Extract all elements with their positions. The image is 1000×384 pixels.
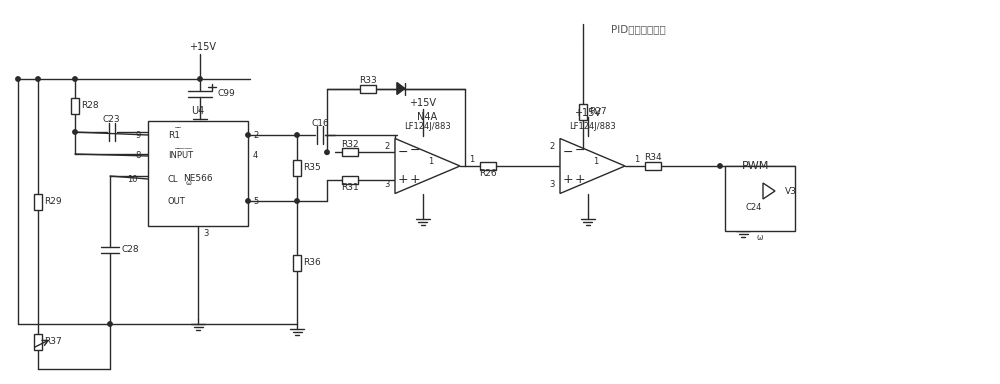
Text: C28: C28 — [122, 245, 140, 255]
Bar — [34, 194, 42, 210]
Text: C24: C24 — [745, 204, 761, 212]
Text: +15V: +15V — [574, 108, 601, 118]
Text: ‾‾‾‾‾: ‾‾‾‾‾ — [174, 149, 192, 155]
Circle shape — [36, 77, 40, 81]
Circle shape — [198, 77, 202, 81]
Circle shape — [16, 77, 20, 81]
Circle shape — [295, 133, 299, 137]
Text: ω: ω — [757, 233, 763, 243]
Text: ω: ω — [185, 180, 191, 186]
Bar — [342, 148, 358, 156]
Circle shape — [718, 164, 722, 168]
Text: R37: R37 — [44, 337, 62, 346]
Text: OUT: OUT — [168, 197, 186, 205]
Text: ‾‾: ‾‾ — [174, 128, 181, 134]
Text: V3: V3 — [785, 187, 797, 195]
Text: R34: R34 — [644, 154, 662, 162]
Text: PID调节电压信号: PID调节电压信号 — [611, 24, 665, 34]
Bar — [293, 160, 301, 176]
Text: 8: 8 — [136, 152, 141, 161]
Bar — [293, 255, 301, 270]
Circle shape — [246, 199, 250, 203]
Bar — [725, 166, 795, 231]
Circle shape — [73, 130, 77, 134]
Text: 1: 1 — [428, 157, 433, 167]
Text: +15V: +15V — [190, 42, 216, 52]
Text: 3: 3 — [384, 180, 390, 189]
Text: CL: CL — [168, 174, 178, 184]
Text: 5: 5 — [253, 197, 258, 205]
Text: 4: 4 — [253, 152, 258, 161]
Text: 10: 10 — [128, 174, 138, 184]
Bar — [360, 84, 376, 93]
Bar — [480, 162, 496, 170]
Text: N4A: N4A — [417, 111, 438, 121]
Text: R36: R36 — [303, 258, 321, 267]
Bar — [579, 104, 587, 120]
Text: R29: R29 — [44, 197, 62, 206]
Text: 3: 3 — [203, 230, 208, 238]
Bar — [342, 176, 358, 184]
Polygon shape — [395, 139, 460, 194]
Circle shape — [73, 77, 77, 81]
Bar — [148, 121, 248, 226]
Text: 2: 2 — [384, 142, 390, 151]
Text: C23: C23 — [103, 116, 120, 124]
Text: NE566: NE566 — [183, 174, 213, 183]
Text: 2: 2 — [253, 131, 258, 139]
Text: 1: 1 — [469, 156, 475, 164]
Text: +: + — [409, 173, 420, 186]
Text: +15V: +15V — [409, 99, 436, 109]
Text: 1: 1 — [593, 157, 598, 167]
Text: +: + — [574, 173, 585, 186]
Text: 2: 2 — [549, 142, 555, 151]
Text: R26: R26 — [479, 169, 497, 179]
Text: C99: C99 — [218, 89, 236, 99]
Text: R35: R35 — [303, 164, 321, 172]
Circle shape — [108, 322, 112, 326]
Text: −: − — [409, 144, 420, 157]
Circle shape — [295, 199, 299, 203]
Polygon shape — [397, 83, 405, 94]
Text: R31: R31 — [341, 183, 359, 192]
Text: 3: 3 — [549, 180, 555, 189]
Circle shape — [246, 133, 250, 137]
Text: C16: C16 — [311, 119, 329, 127]
Text: −: − — [398, 146, 408, 159]
Polygon shape — [763, 183, 775, 199]
Text: R28: R28 — [81, 101, 99, 110]
Text: R1: R1 — [168, 131, 180, 139]
Text: 1: 1 — [634, 156, 640, 164]
Text: U4: U4 — [191, 106, 205, 116]
Text: −: − — [563, 146, 573, 159]
Text: LF124J/883: LF124J/883 — [569, 122, 616, 131]
Text: LF124J/883: LF124J/883 — [404, 122, 451, 131]
Text: PWM: PWM — [742, 161, 769, 171]
Text: R33: R33 — [360, 76, 377, 85]
Text: R32: R32 — [341, 140, 359, 149]
Polygon shape — [560, 139, 625, 194]
Text: 9: 9 — [136, 131, 141, 139]
Text: +: + — [398, 173, 408, 186]
Circle shape — [325, 150, 329, 154]
Bar — [34, 333, 42, 349]
Text: −: − — [574, 144, 585, 157]
Text: +: + — [563, 173, 573, 186]
Text: INPUT: INPUT — [168, 152, 193, 161]
Bar — [645, 162, 661, 170]
Text: R27: R27 — [589, 108, 607, 116]
Bar — [71, 98, 79, 114]
